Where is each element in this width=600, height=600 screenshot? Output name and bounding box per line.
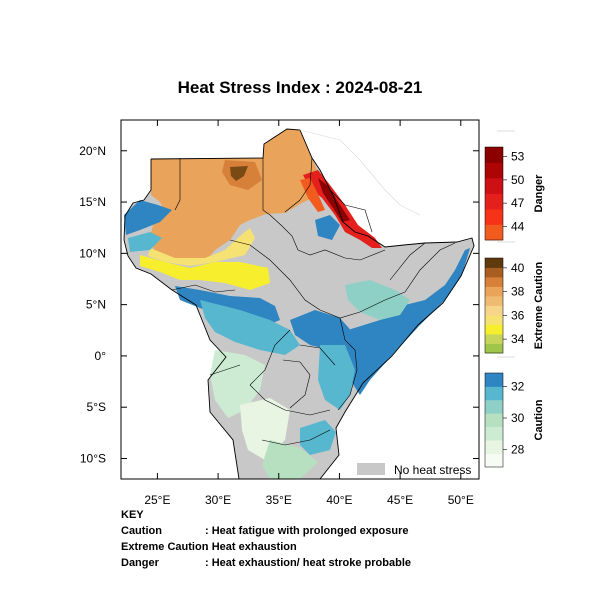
key-desc: : Heat fatigue with prolonged exposure (205, 525, 409, 537)
colorbar-title: Danger (533, 174, 545, 213)
caution-teal-horn (318, 345, 355, 410)
colorbar-title: Extreme Caution (533, 262, 545, 350)
caution-blue-central (290, 310, 355, 352)
extreme-caution-region (150, 129, 318, 266)
colorbar-swatch (485, 399, 503, 414)
key-term: Caution (121, 525, 162, 537)
caution-blue-coast (315, 215, 340, 240)
colorbar-swatch (485, 440, 503, 454)
sahel-light-band (148, 228, 255, 266)
colorbar-swatch (485, 305, 503, 316)
map-frame (120, 119, 480, 480)
colorbar-label: 47 (511, 196, 525, 210)
y-tick-label: 0° (95, 349, 107, 363)
no-heat-stress-swatch (357, 463, 385, 475)
y-tick-label: 5°N (86, 298, 106, 312)
colorbar-swatch (485, 258, 503, 268)
colorbar-label: 38 (511, 285, 525, 299)
colorbar-extreme-caution: 34 36 38 40 Extreme Caution (484, 241, 545, 354)
no-heat-stress-label: No heat stress (394, 463, 471, 477)
colorbar-label: 34 (511, 332, 525, 346)
key-desc: : Heat exhaustion/ heat stroke probable (205, 557, 411, 569)
caution-teal-tanzania (300, 420, 336, 455)
y-tick-label: 5°S (87, 400, 106, 414)
colorbar-label: 28 (511, 442, 525, 456)
colorbar-label: 44 (511, 219, 525, 233)
colorbar-swatch (485, 386, 503, 401)
colorbar-swatch (485, 209, 503, 225)
colorbar-swatch (485, 286, 503, 297)
key-row-extreme-caution: Extreme Caution : Heat exhaustion (121, 539, 411, 555)
y-axis: 20°N 15°N 10°N 5°N 0° 5°S 10°S (79, 144, 479, 465)
colorbar-swatch (485, 324, 503, 335)
danger-redsea-orange (300, 178, 325, 212)
x-axis: 25°E 30°E 35°E 40°E 45°E 50°E (144, 120, 474, 507)
colorbar-title: Caution (533, 399, 545, 440)
colorbar-swatch (485, 426, 503, 441)
map-title: Heat Stress Index : 2024-08-21 (177, 78, 423, 97)
key-section: KEY Caution : Heat fatigue with prolonge… (121, 507, 411, 571)
colorbars: 44 47 50 53 Danger 34 36 38 40 Extreme Caution 28 3… (484, 130, 545, 468)
colorbar-swatch (485, 224, 503, 241)
y-tick-label: 10°S (80, 451, 106, 465)
key-row-danger: Danger : Heat exhaustion/ heat stroke pr… (121, 555, 411, 571)
colorbar-swatch (485, 315, 503, 325)
colorbar-swatch (485, 413, 503, 428)
danger-redsea-dark (318, 178, 350, 222)
key-term: Extreme Caution (121, 541, 209, 553)
colorbar-frame (484, 257, 504, 354)
caution-teal-south (200, 300, 300, 355)
colorbar-swatch (485, 193, 503, 210)
y-tick-label: 20°N (79, 144, 106, 158)
extreme-caution-brown-patch (230, 166, 248, 181)
colorbar-label: 32 (511, 380, 525, 394)
colorbar-frame (484, 146, 504, 241)
colorbar-swatch (485, 277, 503, 287)
colorbar-label: 53 (511, 150, 525, 164)
x-tick-label: 35°E (266, 493, 292, 507)
colorbar-caution: 28 30 32 Caution (484, 356, 545, 468)
colorbar-swatch (485, 162, 503, 179)
map-layer (123, 128, 475, 479)
colorbar-label: 50 (511, 173, 525, 187)
y-tick-label: 15°N (79, 195, 106, 209)
caution-teal-west (128, 232, 162, 252)
x-tick-label: 50°E (448, 493, 474, 507)
colorbar-swatch (485, 267, 503, 278)
colorbar-danger: 44 47 50 53 Danger (484, 130, 545, 241)
sahel-yellow-band (140, 255, 270, 290)
key-heading: KEY (121, 509, 144, 521)
colorbar-swatch (485, 296, 503, 306)
colorbar-label: 30 (511, 411, 525, 425)
country-borders (171, 157, 456, 446)
colorbar-swatch (485, 453, 503, 468)
caution-blue-horn (345, 248, 470, 395)
colorbar-swatch (485, 147, 503, 163)
x-tick-label: 45°E (387, 493, 413, 507)
caution-light-tanzania (262, 440, 318, 479)
colorbar-label: 36 (511, 308, 525, 322)
colorbar-frame (484, 372, 504, 468)
caution-blue-west (124, 200, 172, 235)
key-term: Danger (121, 557, 159, 569)
colorbar-swatch (485, 373, 503, 387)
x-tick-label: 30°E (205, 493, 231, 507)
key-desc: : Heat exhaustion (205, 541, 297, 553)
coastline (150, 128, 475, 479)
colorbar-swatch (485, 334, 503, 344)
x-tick-label: 25°E (144, 493, 170, 507)
caution-teal-ethiopia (345, 280, 410, 320)
caution-light-south (210, 350, 265, 418)
west-boundary (123, 159, 240, 479)
colorbar-label: 40 (511, 261, 525, 275)
key-row-caution: Caution : Heat fatigue with prolonged ex… (121, 523, 411, 539)
colorbar-swatch (485, 343, 503, 354)
colorbar-swatch (485, 178, 503, 194)
y-tick-label: 10°N (79, 246, 106, 260)
x-tick-label: 40°E (326, 493, 352, 507)
no-heat-stress-legend: No heat stress (357, 463, 471, 477)
sea-outline-faint (299, 129, 421, 216)
